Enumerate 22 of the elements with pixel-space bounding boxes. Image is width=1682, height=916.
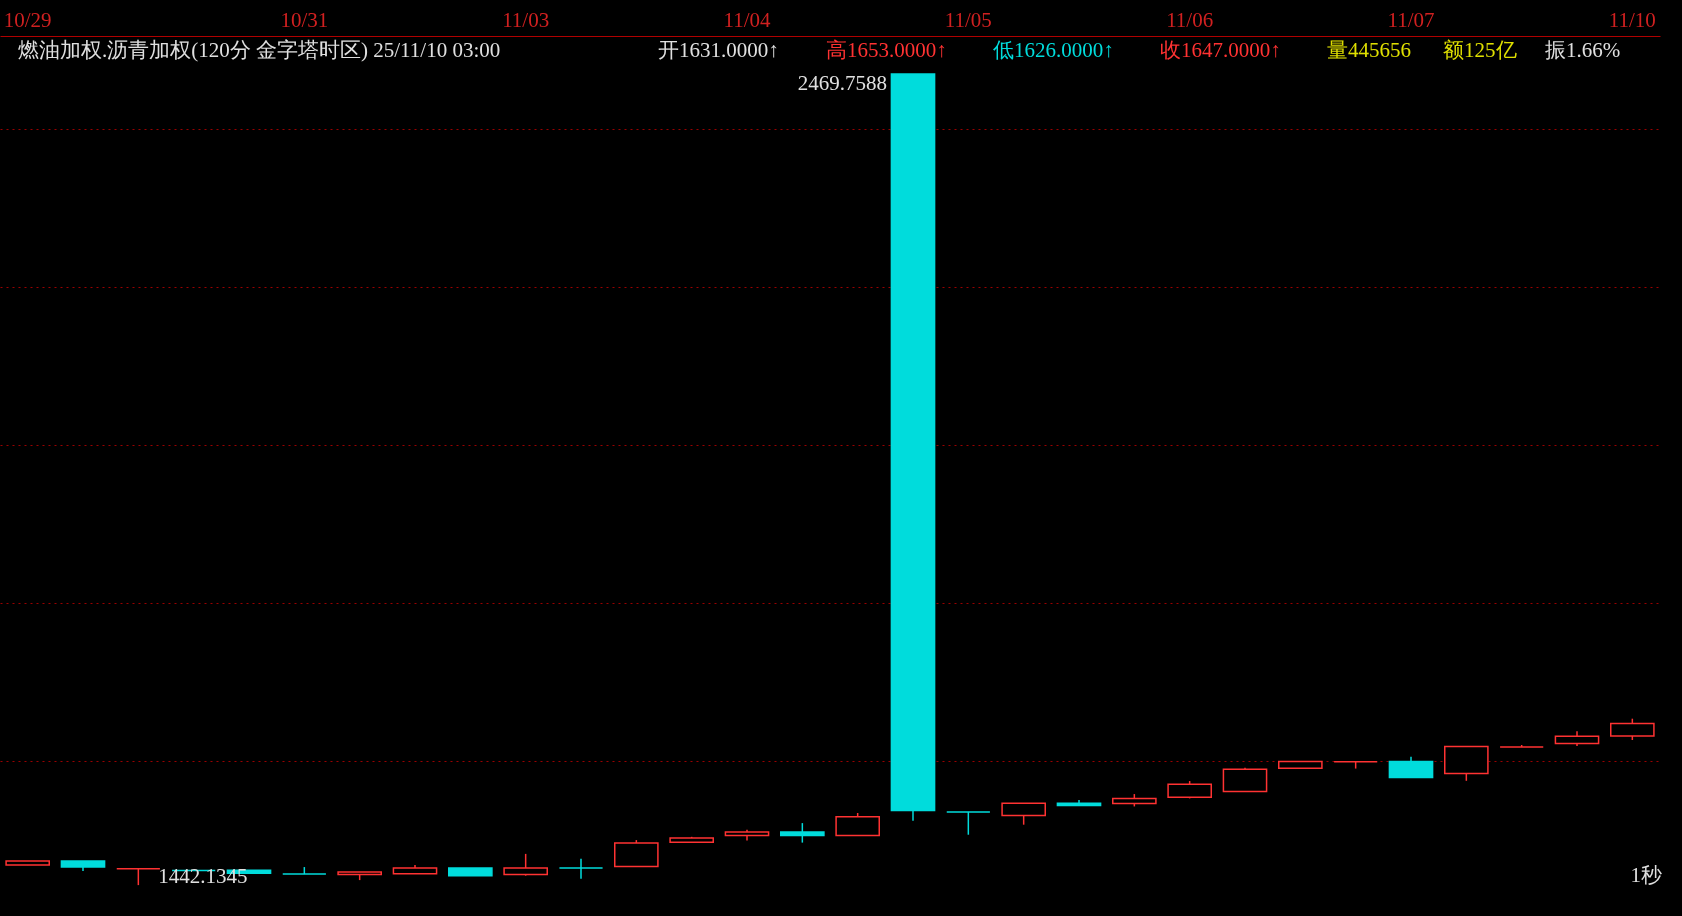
x-tick-label: 10/31 bbox=[280, 7, 329, 32]
annotation: 低1626.0000↑ bbox=[993, 38, 1114, 62]
x-tick-label: 11/03 bbox=[502, 7, 550, 32]
candlestick bbox=[558, 857, 604, 880]
annotation: 振1.66% bbox=[1545, 38, 1621, 62]
annotation: 收1647.0000↑ bbox=[1160, 38, 1281, 62]
annotation: 高1653.0000↑ bbox=[826, 38, 947, 62]
annotation: 2469.7588 bbox=[797, 71, 887, 96]
annotation: 开1631.0000↑ bbox=[658, 38, 779, 62]
x-tick-label: 11/06 bbox=[1166, 7, 1214, 32]
x-tick-label: 11/10 bbox=[1608, 7, 1656, 32]
candlestick bbox=[780, 822, 825, 844]
x-tick-label: 11/07 bbox=[1387, 7, 1435, 32]
chart-title: 燃油加权.沥青加权(120分 金字塔时区) 25/11/10 03:00 bbox=[18, 38, 501, 62]
x-tick-label: 10/29 bbox=[3, 7, 52, 32]
annotation: 额125亿 bbox=[1443, 38, 1517, 62]
x-tick-label: 11/04 bbox=[723, 7, 772, 32]
annotation: 1442.1345 bbox=[158, 864, 248, 889]
annotation: 1秒 bbox=[1630, 863, 1662, 887]
annotation: 量445656 bbox=[1327, 38, 1411, 62]
x-tick-label: 11/05 bbox=[944, 7, 992, 32]
candlestick bbox=[946, 811, 991, 836]
